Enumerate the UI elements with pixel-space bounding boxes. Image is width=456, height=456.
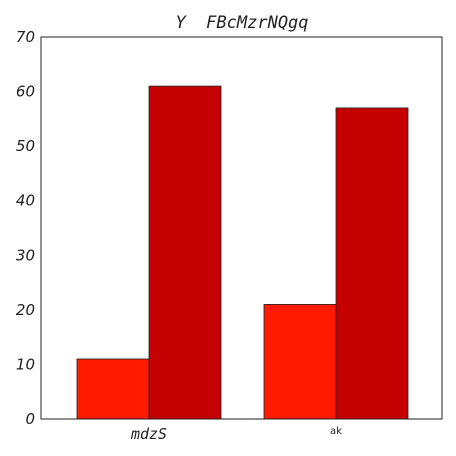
x-tick-label: mdzS [130, 425, 167, 443]
bar-ak-series-2 [335, 107, 409, 420]
x-axis-ticks: mdzS ak [130, 425, 342, 443]
bar-ak-series-1 [263, 303, 337, 420]
y-tick-label: 10 [16, 355, 35, 373]
y-tick-label: 0 [25, 410, 35, 428]
y-tick-label: 30 [16, 246, 35, 264]
y-tick-label: 40 [16, 192, 35, 210]
y-tick-label: 60 [16, 83, 35, 101]
x-tick-label: ak [330, 426, 342, 437]
bars-group [76, 85, 409, 420]
y-tick-label: 70 [16, 28, 35, 46]
bar-mdzS-series-1 [76, 358, 150, 420]
chart-title: Y FBcMzrNQgq [175, 13, 308, 33]
bar-mdzS-series-2 [148, 85, 222, 420]
plot-frame [40, 36, 443, 420]
y-axis-ticks: 0 10 20 30 40 50 60 70 [16, 28, 35, 428]
y-tick-label: 20 [16, 301, 35, 319]
y-tick-label: 50 [16, 137, 35, 155]
